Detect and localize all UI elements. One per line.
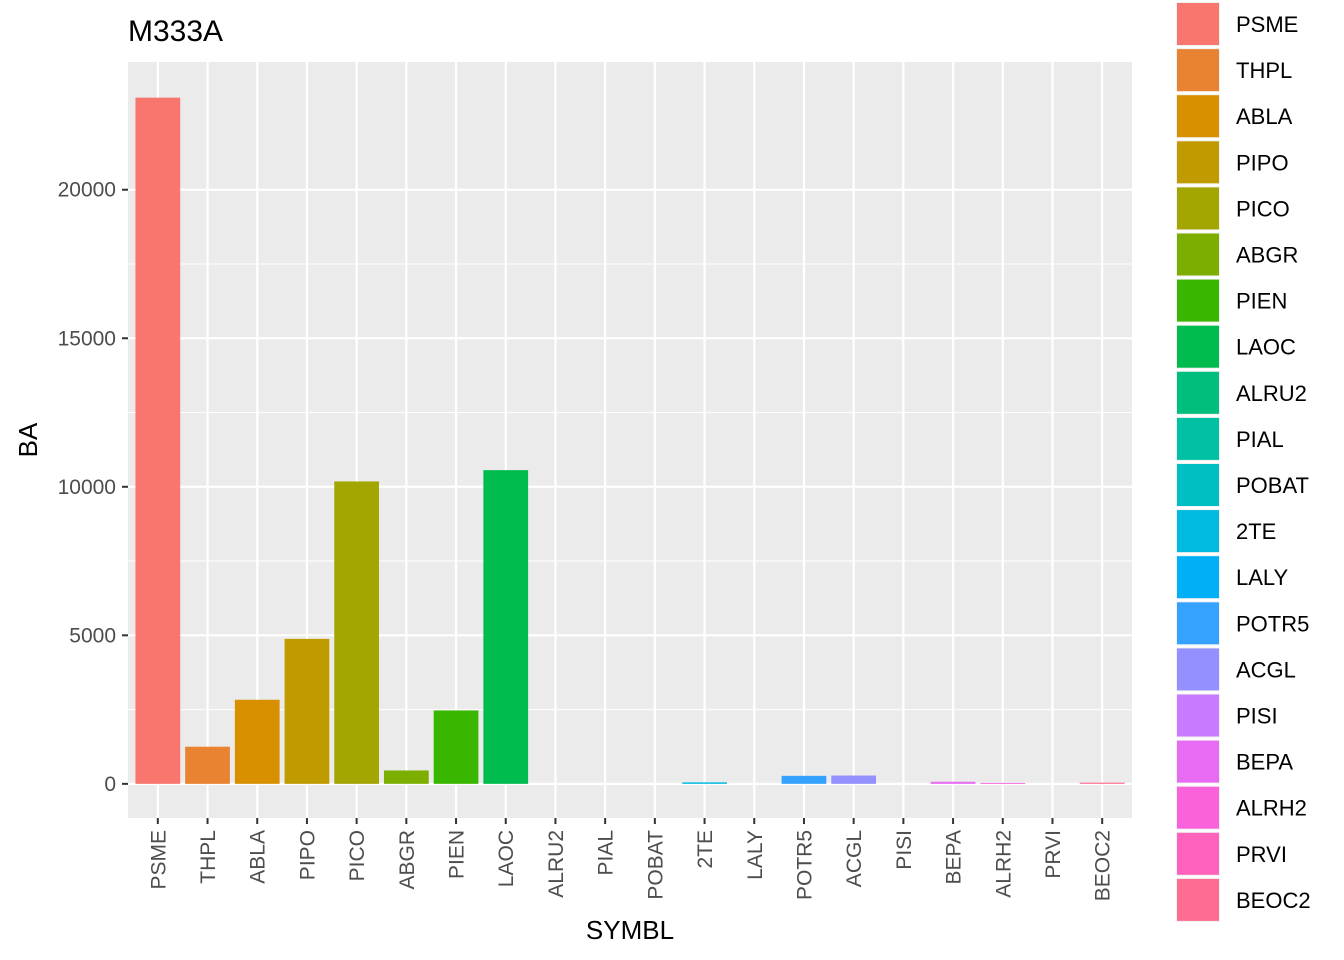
legend-swatch-potr5 bbox=[1177, 602, 1219, 645]
legend-label: ACGL bbox=[1236, 657, 1296, 682]
x-tick-label: LALY bbox=[744, 830, 767, 880]
legend-label: ABGR bbox=[1236, 243, 1298, 268]
legend-label: ALRU2 bbox=[1236, 381, 1307, 406]
x-tick-label: ACGL bbox=[843, 830, 866, 887]
x-axis-title: SYMBL bbox=[586, 915, 674, 945]
legend-label: POBAT bbox=[1236, 473, 1309, 498]
x-tick-label: BEPA bbox=[943, 830, 966, 884]
legend-label: PIPO bbox=[1236, 150, 1289, 175]
legend-swatch-prvi bbox=[1177, 832, 1219, 875]
legend-label: PIEN bbox=[1236, 289, 1287, 314]
bar-pien bbox=[433, 710, 479, 784]
x-tick-label: PRVI bbox=[1042, 830, 1065, 879]
x-tick-label: PICO bbox=[346, 830, 369, 881]
legend-label: PSME bbox=[1236, 12, 1298, 37]
bar-abla bbox=[234, 699, 280, 784]
legend-swatch-bepa bbox=[1177, 740, 1219, 783]
bar-bepa bbox=[930, 781, 976, 784]
legend-label: BEOC2 bbox=[1236, 888, 1311, 913]
bar-thpl bbox=[185, 746, 230, 784]
bar-acgl bbox=[831, 775, 877, 784]
y-tick-label: 10000 bbox=[58, 476, 116, 499]
legend-swatch-pipo bbox=[1177, 141, 1219, 184]
x-tick-label: PIPO bbox=[296, 830, 319, 880]
legend-label: THPL bbox=[1236, 58, 1292, 83]
legend-label: LALY bbox=[1236, 565, 1289, 590]
x-tick-label: THPL bbox=[197, 830, 220, 884]
x-tick-label: ALRU2 bbox=[545, 830, 568, 898]
legend-swatch-beoc2 bbox=[1177, 878, 1219, 921]
legend-label: BEPA bbox=[1236, 750, 1293, 775]
x-tick-label: PSME bbox=[147, 830, 170, 890]
chart-title: M333A bbox=[128, 15, 223, 48]
bar-abgr bbox=[383, 770, 429, 784]
x-tick-label: POBAT bbox=[644, 830, 667, 900]
legend: PSME THPL ABLA PIPO PICO ABGR PIEN LAOC ALRU2 PIA… bbox=[1176, 2, 1311, 922]
legend-swatch-thpl bbox=[1177, 49, 1219, 92]
x-tick-label: ALRH2 bbox=[992, 830, 1015, 898]
x-axis: PSME THPL ABLA PIPO PICO ABGR PIEN LAOC ALRU2 PIA… bbox=[147, 818, 1115, 901]
legend-label: PISI bbox=[1236, 704, 1278, 729]
y-tick-label: 20000 bbox=[58, 179, 116, 202]
legend-swatch-laly bbox=[1177, 556, 1219, 599]
legend-label: ABLA bbox=[1236, 104, 1293, 129]
x-tick-label: PISI bbox=[893, 830, 916, 870]
legend-swatch-laoc bbox=[1177, 325, 1219, 368]
bar-psme bbox=[135, 97, 181, 784]
legend-swatch-pico bbox=[1177, 187, 1219, 230]
y-axis-title: BA bbox=[13, 422, 43, 457]
legend-swatch-acgl bbox=[1177, 648, 1219, 691]
y-tick-label: 5000 bbox=[69, 624, 116, 647]
legend-label: POTR5 bbox=[1236, 611, 1309, 636]
bar-2te bbox=[682, 782, 727, 784]
x-tick-label: POTR5 bbox=[793, 830, 816, 900]
x-tick-label: ABGR bbox=[396, 830, 419, 890]
y-tick-label: 15000 bbox=[58, 327, 116, 350]
x-tick-label: PIEN bbox=[446, 830, 469, 879]
y-tick-label: 0 bbox=[104, 773, 116, 796]
x-tick-label: ABLA bbox=[247, 830, 270, 884]
legend-swatch-pial bbox=[1177, 417, 1219, 460]
bar-alrh2 bbox=[980, 782, 1026, 784]
bar-pipo bbox=[284, 638, 330, 784]
legend-swatch-pien bbox=[1177, 279, 1219, 322]
legend-swatch-abgr bbox=[1177, 233, 1219, 276]
x-tick-label: LAOC bbox=[495, 830, 518, 887]
legend-swatch-2te bbox=[1177, 510, 1219, 553]
legend-label: PICO bbox=[1236, 196, 1290, 221]
legend-swatch-alrh2 bbox=[1177, 786, 1219, 829]
legend-label: PRVI bbox=[1236, 842, 1287, 867]
legend-swatch-pisi bbox=[1177, 694, 1219, 737]
legend-swatch-pobat bbox=[1177, 464, 1219, 506]
legend-label: 2TE bbox=[1236, 519, 1276, 544]
legend-label: PIAL bbox=[1236, 427, 1284, 452]
bar-laoc bbox=[483, 470, 529, 784]
legend-swatch-abla bbox=[1177, 95, 1219, 138]
bars bbox=[135, 97, 1125, 784]
x-tick-label: BEOC2 bbox=[1092, 830, 1115, 901]
bar-potr5 bbox=[781, 775, 827, 784]
x-tick-label: PIAL bbox=[595, 830, 618, 876]
bar-pico bbox=[334, 481, 379, 784]
x-tick-label: 2TE bbox=[694, 830, 717, 869]
legend-swatch-psme bbox=[1177, 3, 1219, 45]
legend-label: LAOC bbox=[1236, 335, 1296, 360]
legend-label: ALRH2 bbox=[1236, 796, 1307, 821]
y-axis: 0 5000 10000 15000 20000 bbox=[58, 179, 128, 796]
legend-swatch-alru2 bbox=[1177, 371, 1219, 414]
bar-beoc2 bbox=[1079, 782, 1125, 784]
